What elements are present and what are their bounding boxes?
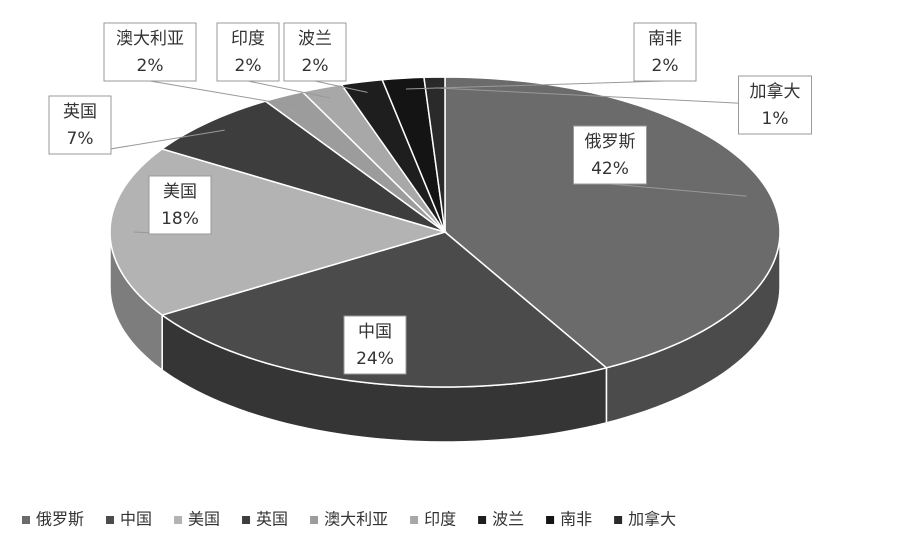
label-value: 2%	[652, 56, 679, 76]
legend: 俄罗斯 中国 美国 英国 澳大利亚 印度 波兰 南非 加拿大	[22, 510, 676, 529]
label-box	[283, 22, 347, 82]
legend-marker	[410, 516, 419, 524]
label-name: 澳大利亚	[116, 29, 184, 49]
label-value: 24%	[356, 349, 394, 369]
label-value: 1%	[762, 109, 789, 129]
label-value: 42%	[591, 159, 629, 179]
leader-line	[247, 80, 331, 99]
label-name: 中国	[358, 322, 392, 342]
label-box	[738, 75, 812, 135]
label-box	[148, 175, 212, 235]
label-box	[103, 22, 197, 82]
label-name: 波兰	[298, 29, 332, 49]
leader-line	[149, 80, 295, 107]
label-name: 南非	[648, 29, 682, 49]
label-name: 印度	[231, 29, 265, 49]
label-name: 美国	[163, 182, 197, 202]
data-labels: 俄罗斯 42% 中国 24% 美国 18% 英国 7% 澳大利亚 2% 印度 2% 波兰 2% 南非 2% 加拿…	[48, 22, 812, 375]
legend-label: 印度	[424, 510, 456, 529]
leader-line	[314, 80, 368, 93]
label-value: 2%	[302, 56, 329, 76]
label-name: 英国	[63, 102, 97, 122]
legend-label: 加拿大	[628, 510, 676, 529]
label-value: 18%	[161, 209, 199, 229]
legend-marker	[174, 516, 183, 524]
leader-line	[435, 87, 776, 106]
pie-slice	[423, 76, 446, 233]
legend-label: 澳大利亚	[324, 510, 388, 529]
legend-label: 波兰	[492, 510, 524, 529]
legend-marker	[242, 516, 251, 524]
label-box	[343, 315, 407, 375]
legend-marker	[106, 516, 115, 524]
label-value: 2%	[137, 56, 164, 76]
label-name: 俄罗斯	[585, 132, 636, 152]
legend-marker	[614, 516, 623, 524]
legend-marker	[310, 516, 319, 524]
pie-slice	[160, 100, 446, 233]
legend-marker	[478, 516, 487, 524]
label-box	[573, 125, 647, 185]
label-name: 加拿大	[750, 81, 801, 102]
legend-label: 英国	[256, 510, 288, 529]
label-box	[633, 22, 697, 82]
legend-label: 俄罗斯	[36, 510, 84, 529]
legend-marker	[546, 516, 555, 524]
leader-line	[405, 80, 666, 90]
pie-slice	[444, 76, 781, 369]
label-box	[216, 22, 280, 82]
label-box	[48, 95, 112, 155]
legend-label: 美国	[188, 510, 220, 529]
label-value: 7%	[67, 129, 94, 149]
legend-label: 南非	[560, 510, 592, 529]
leader-line	[609, 183, 747, 197]
legend-marker	[22, 516, 30, 524]
pie-slice	[160, 231, 609, 388]
label-value: 2%	[235, 56, 262, 76]
legend-label: 中国	[120, 510, 152, 529]
